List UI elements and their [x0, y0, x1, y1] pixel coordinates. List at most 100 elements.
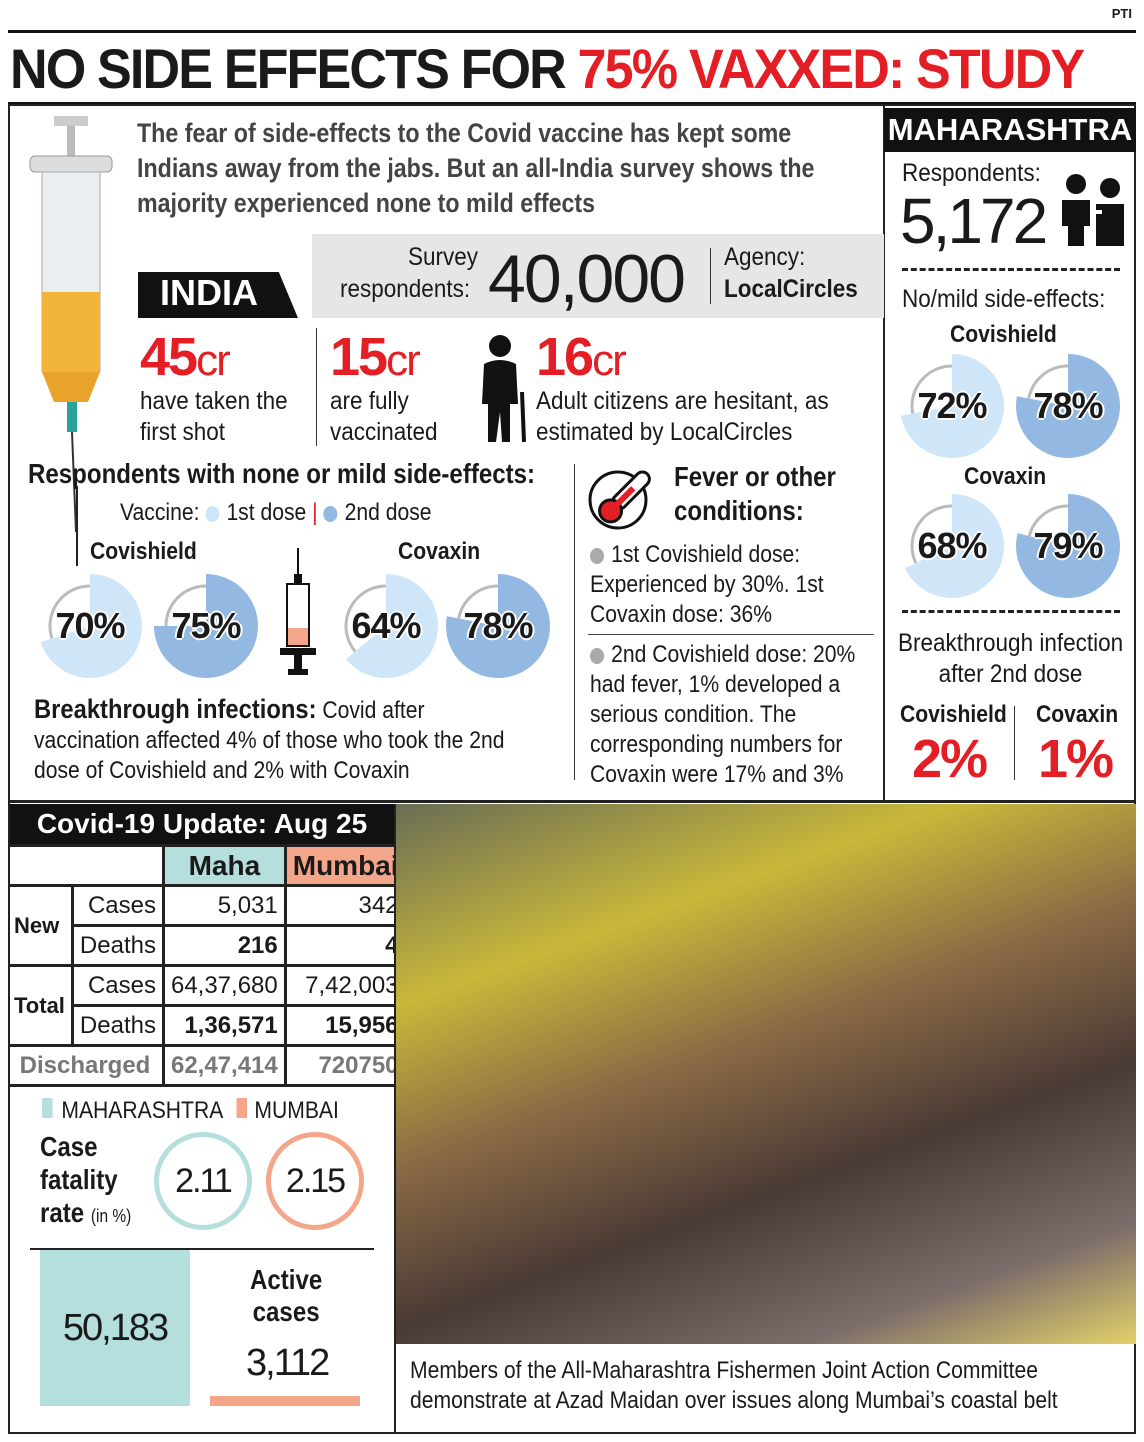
pie-slice	[904, 494, 1004, 598]
pie-slice	[154, 574, 258, 678]
agency-label: Agency:	[724, 243, 806, 271]
pie-gap-arc	[164, 584, 207, 627]
divider	[394, 804, 396, 1434]
pie-maha-covaxin-dose1: 68%	[900, 494, 1004, 603]
breakthrough-text: Breakthrough infections: Covid after vacc…	[34, 694, 505, 784]
pie-gap-arc	[910, 364, 953, 414]
pie-label: 79%	[1033, 525, 1103, 566]
active-label: Active cases	[250, 1264, 323, 1327]
divider	[8, 30, 1136, 33]
active-mumbai-bar	[210, 1396, 360, 1406]
pie-gap-arc	[1027, 364, 1069, 399]
table-row: Discharged 62,47,414 720750	[8, 1044, 408, 1087]
fever-title: Fever or other conditions:	[674, 461, 836, 526]
pie-covaxin-dose1: 64%	[334, 574, 438, 683]
breakthrough-label: Breakthrough infection after 2nd dose	[898, 629, 1124, 688]
pie-covishield-dose2: 75%	[154, 574, 258, 683]
table-row: New Cases 5,031 342	[8, 884, 408, 967]
col-maha: Maha	[161, 844, 287, 887]
stat-value: 16cr	[536, 327, 627, 387]
breakthrough-covaxin-value: 1%	[1038, 729, 1114, 789]
table-row: Total Cases 64,37,680 7,42,003	[8, 964, 408, 1047]
divider	[883, 104, 885, 800]
vaccine-label: Covishield	[90, 538, 197, 565]
divider	[902, 268, 1120, 271]
divider	[8, 102, 1136, 104]
pie-maha-covishield-dose2: 78%	[1016, 354, 1120, 463]
elderly-person-icon	[482, 335, 526, 443]
syringe-icon	[29, 116, 113, 533]
intro-text: The fear of side-effects to the Covid va…	[137, 118, 815, 218]
covid-table: Maha Mumbai New Cases 5,031 342 Deaths 216 4 T…	[8, 844, 408, 1087]
maharashtra-header: MAHARASHTRA	[884, 108, 1136, 152]
pie-gap-arc	[344, 584, 387, 653]
divider	[1014, 706, 1015, 780]
cfr-label: Case fatality rate (in %)	[40, 1131, 132, 1228]
pie-covaxin-dose2: 78%	[446, 574, 550, 683]
cfr-legend: MAHARASHTRA MUMBAI	[42, 1096, 339, 1126]
syringe-icon	[280, 548, 316, 675]
active-mumbai: 3,112	[246, 1342, 330, 1384]
vaccine-label: Covishield	[950, 321, 1057, 348]
survey-value: 40,000	[488, 241, 686, 317]
pie-label: 64%	[351, 605, 421, 646]
col-mumbai: Mumbai	[283, 844, 408, 887]
fever-point-2: 2nd Covishield dose: 20% had fever, 1% de…	[590, 641, 856, 788]
vaccine-label: Covaxin	[964, 463, 1047, 490]
pie-gap-arc	[48, 584, 91, 639]
divider	[574, 464, 575, 780]
pie-gap-arc	[1027, 504, 1069, 537]
pie-label: 72%	[917, 385, 987, 426]
vaccination-people-icon	[1062, 174, 1124, 246]
pie-gap-arc	[457, 584, 499, 619]
divider	[30, 1248, 374, 1250]
cfr-maha: 2.11	[154, 1132, 252, 1230]
stat-desc: have taken the first shot	[140, 387, 288, 446]
respondents-label: Respondents:	[902, 159, 1041, 187]
pie-slice	[1016, 354, 1120, 458]
divider	[710, 248, 711, 304]
pie-label: 75%	[171, 605, 241, 646]
vaccine-label: Covishield	[900, 701, 1007, 728]
agency-name: LocalCircles	[724, 275, 858, 303]
pie-slice	[1016, 494, 1120, 598]
divider	[316, 328, 317, 446]
photo-caption: Members of the All-Maharashtra Fishermen…	[410, 1357, 1058, 1414]
vaccine-label: Covaxin	[398, 538, 481, 565]
pie-maha-covaxin-dose2: 79%	[1016, 494, 1120, 603]
pie-label: 78%	[1033, 385, 1103, 426]
respondents-value: 5,172	[900, 185, 1048, 257]
dose-legend: Vaccine: 1st dose | 2nd dose	[120, 499, 432, 526]
divider	[76, 486, 78, 566]
pie-covishield-dose1: 70%	[38, 574, 142, 683]
vaccine-label: Covaxin	[1036, 701, 1119, 728]
headline-part2: 75% VAXXED: STUDY	[577, 37, 1086, 100]
survey-label: Survey	[408, 243, 479, 271]
table-row: Deaths 216 4	[8, 924, 408, 967]
headline: NO SIDE EFFECTS FOR 75% VAXXED: STUDY	[10, 36, 1086, 101]
pie-slice	[446, 574, 550, 678]
infographic-frame	[8, 104, 1136, 1434]
pie-slice	[40, 574, 142, 678]
pie-slice	[345, 574, 438, 678]
pie-slice	[900, 354, 1004, 458]
covid-update-title: Covid-19 Update: Aug 25	[10, 804, 394, 844]
pie-gap-arc	[910, 504, 953, 564]
stat-desc: Adult citizens are hesitant, as estimated…	[536, 387, 829, 446]
mild-label: No/mild side-effects:	[902, 285, 1106, 313]
divider	[588, 634, 874, 635]
india-tag: INDIA	[138, 272, 298, 318]
pie-label: 68%	[917, 525, 987, 566]
stat-desc: are fully vaccinated	[330, 387, 438, 446]
stat-value: 15cr	[330, 327, 421, 387]
breakthrough-covishield-value: 2%	[912, 729, 988, 789]
pie-maha-covishield-dose1: 72%	[900, 354, 1004, 463]
survey-box: Survey respondents: 40,000 Agency: Local…	[312, 234, 884, 318]
active-maha: 50,183	[40, 1250, 190, 1406]
table-row: Deaths 1,36,571 15,956	[8, 1004, 408, 1047]
headline-part1: NO SIDE EFFECTS FOR	[10, 37, 578, 100]
section-title: Respondents with none or mild side-effec…	[28, 458, 536, 489]
cfr-mumbai: 2.15	[266, 1132, 364, 1230]
stat-value: 45cr	[140, 327, 231, 387]
photo-credit: PTI	[1111, 6, 1132, 21]
